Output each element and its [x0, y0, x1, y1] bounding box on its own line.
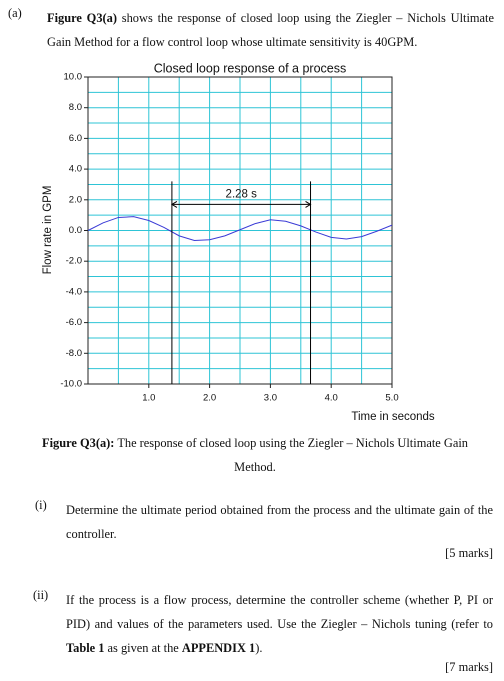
- y-tick-label: 2.0: [69, 194, 82, 205]
- y-axis-label: Flow rate in GPM: [42, 186, 54, 275]
- arrow-head: [170, 200, 312, 208]
- caption: Figure Q3(a): The response of closed loo…: [20, 431, 490, 479]
- intro-text: shows the response of closed loop using …: [47, 11, 494, 49]
- chart-title: Closed loop response of a process: [154, 61, 346, 75]
- question-part: Table 1: [66, 641, 105, 655]
- y-tick-label: 4.0: [69, 164, 82, 175]
- question-part: as given at the: [104, 641, 182, 655]
- y-tick-label: 0.0: [69, 225, 82, 236]
- caption-text: The response of closed loop using the Zi…: [117, 436, 468, 474]
- y-tick-label: 6.0: [69, 133, 82, 144]
- x-tick-label: 1.0: [142, 393, 155, 404]
- y-tick-label: -4.0: [66, 286, 82, 297]
- marks: [7 marks]: [445, 660, 493, 674]
- intro: Figure Q3(a) shows the response of close…: [47, 6, 494, 54]
- question-text: If the process is a flow process, determ…: [66, 588, 493, 660]
- x-tick-label: 5.0: [385, 393, 398, 404]
- question-part: If the process is a flow process, determ…: [66, 593, 493, 631]
- x-axis-label: Time in seconds: [351, 411, 435, 423]
- caption-lead: Figure Q3(a):: [42, 436, 115, 450]
- question-part: ).: [255, 641, 263, 655]
- y-tick-label: -10.0: [60, 379, 82, 390]
- question-text: Determine the ultimate period obtained f…: [66, 498, 493, 546]
- question-label: (i): [35, 498, 47, 512]
- x-tick-label: 2.0: [203, 393, 216, 404]
- y-tick-label: -8.0: [66, 348, 82, 359]
- marks: [5 marks]: [445, 546, 493, 560]
- question-part: APPENDIX 1: [181, 641, 256, 655]
- y-tick-label: 10.0: [64, 72, 83, 83]
- series-line: [87, 216, 393, 241]
- y-tick-label: -2.0: [66, 256, 82, 267]
- annotation-label: 2.28 s: [226, 188, 258, 200]
- x-tick-label: 3.0: [264, 393, 277, 404]
- y-tick-label: -6.0: [66, 317, 82, 328]
- chart: Closed loop response of a process Flow r…: [42, 61, 435, 423]
- figure-ref: Figure Q3(a): [47, 11, 117, 25]
- x-tick-label: 4.0: [325, 393, 338, 404]
- question-label: (ii): [33, 588, 49, 602]
- section-label: (a): [8, 6, 22, 20]
- y-tick-label: 8.0: [69, 102, 82, 113]
- question-part: Determine the ultimate period obtained f…: [66, 503, 493, 541]
